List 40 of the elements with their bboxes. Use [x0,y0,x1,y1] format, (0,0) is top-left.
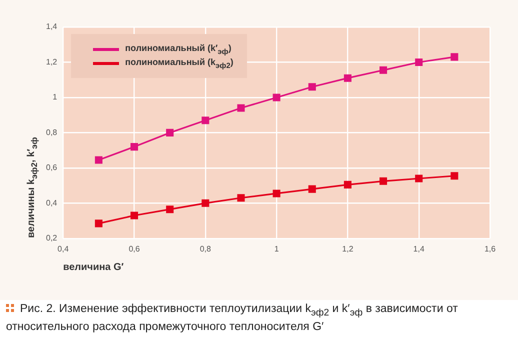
y-tick-label: 0,4 [46,198,58,208]
point [166,128,174,136]
y-tick-label: 1,2 [46,57,58,66]
point [380,177,388,185]
point [450,172,458,180]
point [237,194,245,202]
legend-label: полиномиальный (k$_{эф2}$) [125,56,234,70]
point [380,66,388,74]
point [308,185,316,193]
point [94,220,102,228]
y-tick-label: 0,8 [46,128,58,137]
point [237,104,245,112]
x-tick-label: 0,6 [128,244,140,254]
x-tick-label: 1,4 [413,244,425,254]
x-tick-label: 0,8 [200,244,212,254]
point [344,74,352,82]
y-tick-label: 1,4 [46,22,58,32]
x-tick-label: 1,2 [342,244,354,254]
y-tick-label: 0,2 [46,234,58,243]
y-tick-label: 0,6 [46,163,58,172]
point [415,174,423,182]
point [130,143,138,151]
point [272,94,280,102]
legend-label: полиномиальный (k′$_{эф}$) [125,42,232,56]
point [415,58,423,66]
point [272,190,280,198]
text: Рис. 2. Изменение эффективности теплоутилизации k$_{эф2}$ и k′$_{эф}$ в зависимости от относительного расхода промежуточного теплоносителя G′ [6,303,458,334]
point [166,206,174,214]
point [202,116,210,124]
point [202,199,210,207]
x-tick-label: 1,6 [484,244,496,254]
y-tick-label: 1 [52,92,58,102]
point [450,53,458,61]
x-tick-label: 1 [274,244,280,254]
point [130,212,138,220]
x-tick-label: 0,4 [58,244,70,254]
point [344,180,352,188]
x-axis-title: величина G′ [63,262,124,274]
point [94,156,102,164]
point [308,83,316,91]
